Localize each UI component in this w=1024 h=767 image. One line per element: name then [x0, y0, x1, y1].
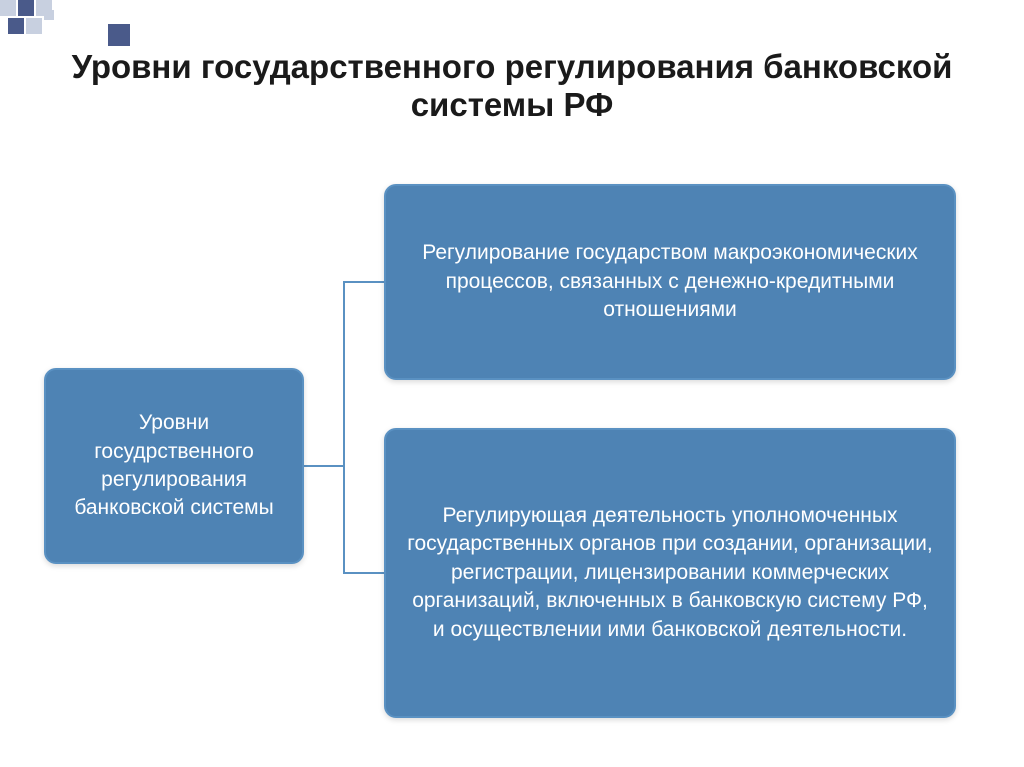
connector-root-branch1 — [304, 282, 384, 466]
root-box: Уровни госудрственного регулирования бан… — [44, 368, 304, 564]
slide-title: Уровни государственного регулирования ба… — [0, 48, 1024, 124]
root-box-label: Уровни госудрственного регулирования бан… — [46, 391, 302, 540]
branch1-box: Регулирование государством макроэкономич… — [384, 184, 956, 380]
diagram-container: Уровни госудрственного регулирования бан… — [0, 160, 1024, 740]
corner-decoration — [0, 0, 140, 36]
connector-root-branch2 — [304, 466, 384, 573]
branch2-box: Регулирующая деятельность уполномоченных… — [384, 428, 956, 718]
branch1-box-label: Регулирование государством макроэкономич… — [386, 221, 954, 342]
branch2-box-label: Регулирующая деятельность уполномоченных… — [386, 484, 954, 662]
